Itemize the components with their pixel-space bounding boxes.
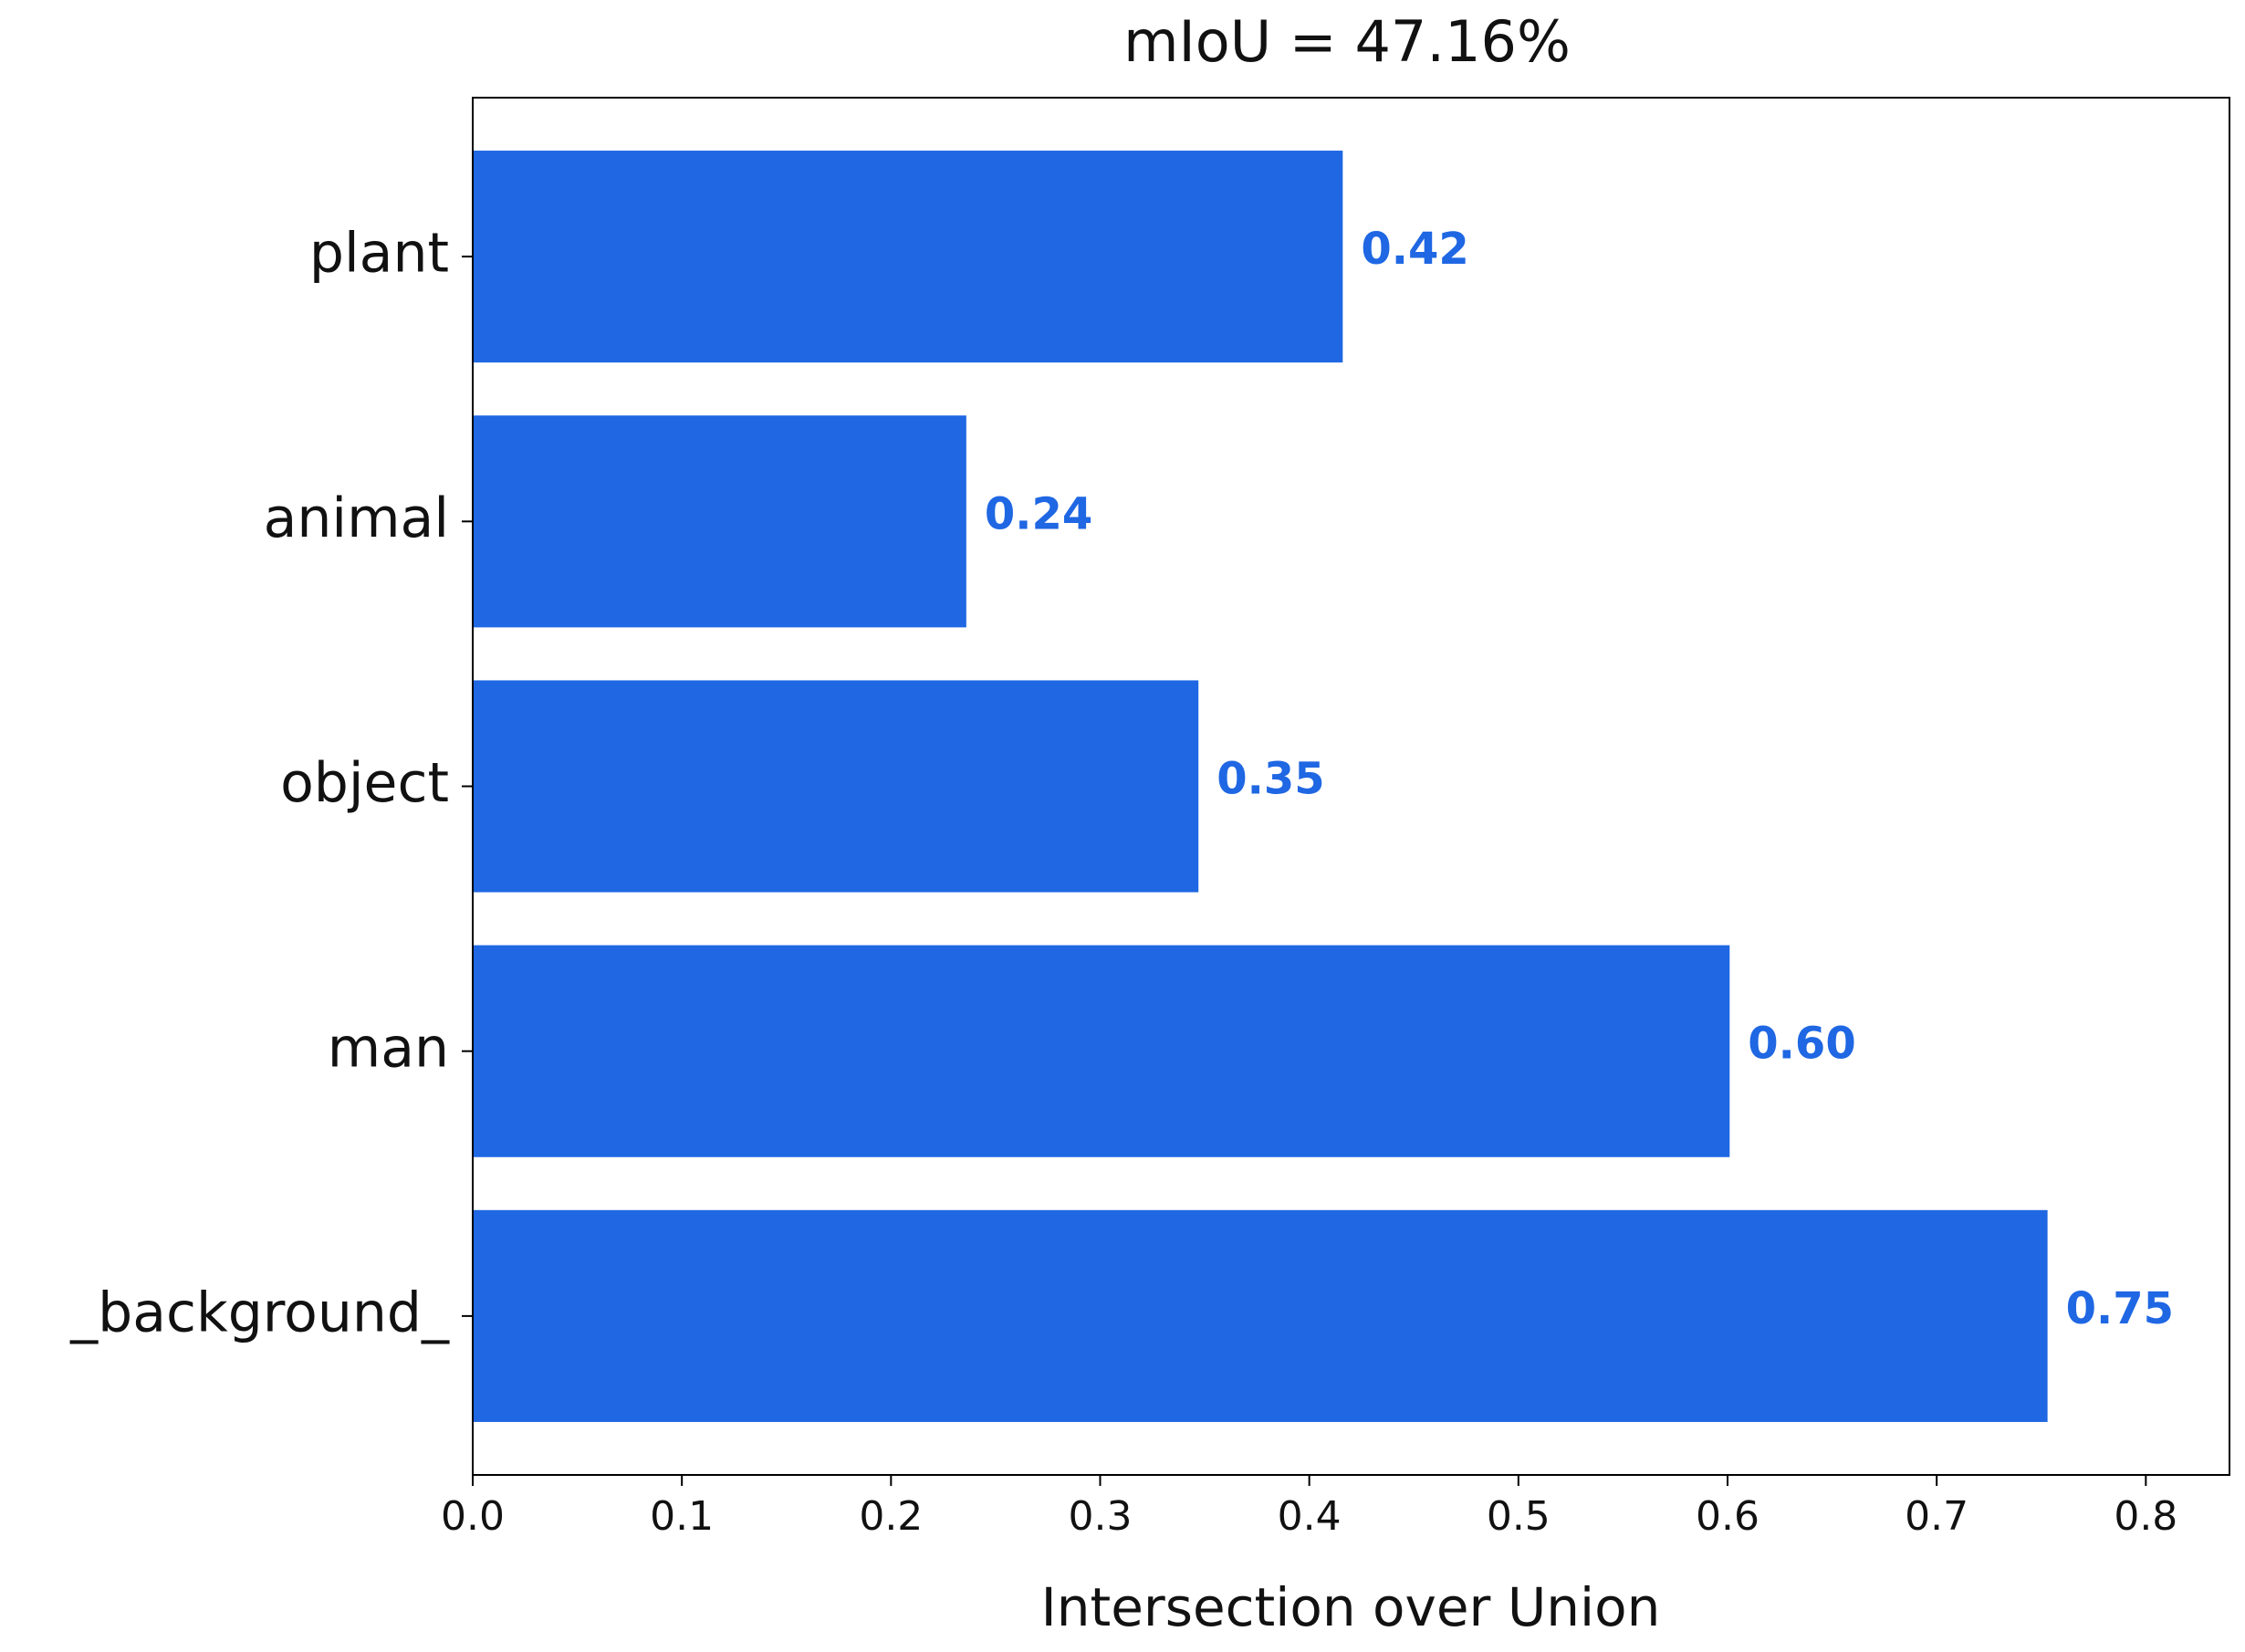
bar [473, 1209, 2048, 1422]
y-tick-label: _background_ [69, 1281, 450, 1344]
value-label: 0.75 [2066, 1283, 2174, 1334]
value-label: 0.60 [1748, 1019, 1855, 1070]
bar [473, 680, 1199, 893]
x-tick-label: 0.5 [1487, 1493, 1551, 1540]
y-tick-label: plant [309, 222, 449, 286]
x-tick-label: 0.4 [1278, 1493, 1342, 1540]
x-tick-label: 0.0 [441, 1493, 505, 1540]
x-tick-label: 0.1 [650, 1493, 714, 1540]
value-label: 0.35 [1216, 754, 1324, 805]
chart-title: mIoU = 47.16% [1123, 8, 1571, 75]
y-tick-label: animal [264, 486, 449, 550]
bar [473, 151, 1343, 363]
bar [473, 945, 1730, 1157]
value-label: 0.42 [1361, 224, 1468, 275]
plot-frame [472, 97, 2230, 1476]
value-label: 0.24 [985, 488, 1092, 539]
x-tick-label: 0.8 [2114, 1493, 2177, 1540]
bar [473, 415, 966, 628]
x-tick-label: 0.7 [1905, 1493, 1968, 1540]
y-tick-label: man [328, 1016, 449, 1080]
x-tick-label: 0.3 [1069, 1493, 1133, 1540]
x-tick-label: 0.6 [1696, 1493, 1759, 1540]
y-tick-label: object [280, 751, 449, 815]
x-tick-label: 0.2 [859, 1493, 923, 1540]
x-axis-label: Intersection over Union [1041, 1576, 1661, 1638]
